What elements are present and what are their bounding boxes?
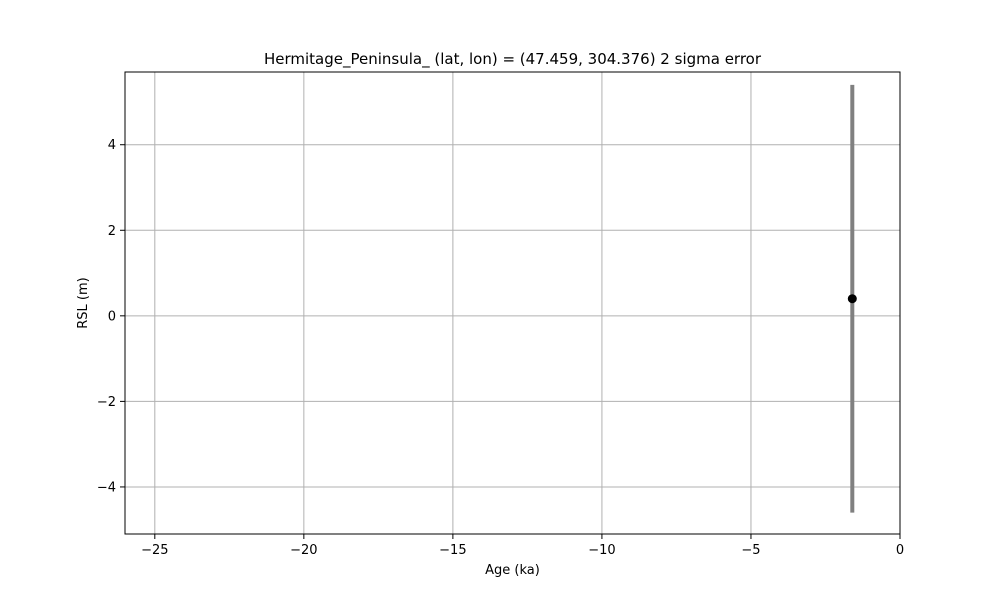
y-tick-label: −2	[97, 395, 116, 410]
chart-title: Hermitage_Peninsula_ (lat, lon) = (47.45…	[264, 50, 762, 69]
data-point	[847, 294, 857, 304]
x-tick-label: −20	[290, 543, 317, 558]
x-axis-label: Age (ka)	[485, 563, 540, 578]
y-axis-label: RSL (m)	[76, 277, 91, 328]
x-tick-label: −5	[741, 543, 760, 558]
y-tick-label: 4	[108, 138, 116, 153]
y-tick-label: 2	[108, 224, 116, 239]
y-axis-ticks: −4 −2 0 2 4	[97, 138, 125, 495]
y-tick-label: 0	[108, 309, 116, 324]
data-series	[847, 84, 857, 513]
x-axis-ticks: −25 −20 −15 −10 −5 0	[141, 534, 904, 558]
x-tick-label: −15	[439, 543, 466, 558]
x-tick-label: −25	[141, 543, 168, 558]
grid	[125, 72, 901, 534]
x-tick-label: 0	[896, 543, 904, 558]
y-tick-label: −4	[97, 480, 116, 495]
plot-area-frame	[124, 71, 901, 535]
x-tick-label: −10	[588, 543, 615, 558]
